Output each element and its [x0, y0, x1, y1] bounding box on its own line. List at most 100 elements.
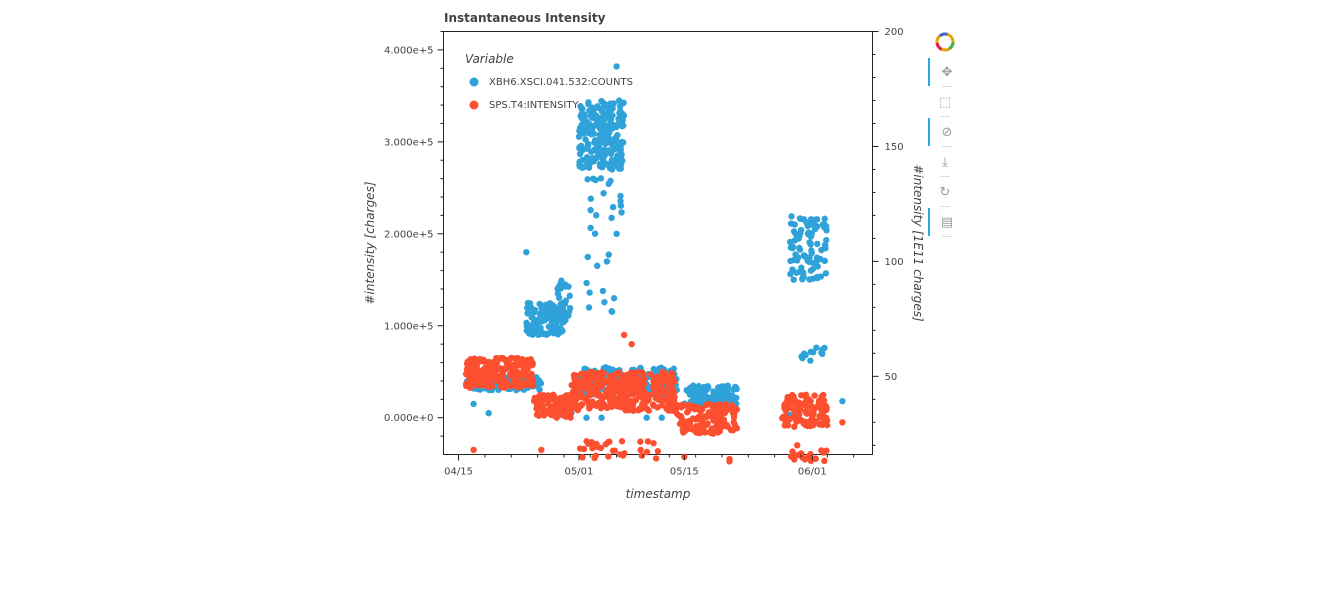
data-point [790, 276, 797, 283]
data-point [478, 382, 485, 389]
data-point [702, 402, 710, 409]
data-point [811, 392, 818, 399]
data-point [817, 273, 824, 280]
data-point [584, 140, 592, 148]
data-point [593, 122, 600, 129]
data-point [651, 387, 658, 395]
data-point [613, 230, 620, 238]
data-point [581, 365, 588, 372]
legend-title: Variable [465, 52, 514, 66]
data-point [473, 360, 481, 368]
data-point [791, 423, 798, 430]
data-point [791, 456, 798, 463]
data-point [704, 382, 711, 390]
data-point [823, 447, 830, 454]
points-layer [462, 63, 846, 465]
wheel-zoom-icon[interactable]: ⊘ [928, 118, 964, 147]
data-point [707, 401, 715, 408]
data-point [813, 418, 820, 425]
data-point [607, 372, 614, 380]
data-point [664, 398, 671, 406]
data-point [703, 413, 710, 421]
legend-entry-counts[interactable]: XBH6.XSCI.041.532:COUNTS [489, 77, 633, 88]
legend-marker-intensity [469, 100, 479, 110]
data-point [593, 402, 600, 409]
data-point [700, 427, 707, 434]
data-point [839, 397, 846, 405]
data-point [542, 408, 550, 415]
data-point [583, 279, 590, 287]
data-point [611, 398, 618, 406]
data-point [637, 446, 644, 454]
hover-icon[interactable]: ▤ [928, 208, 964, 237]
data-point [600, 190, 607, 197]
data-point [592, 452, 599, 459]
data-point [599, 119, 606, 127]
data-point [679, 401, 686, 408]
x-tick-label: 05/01 [565, 467, 594, 478]
data-point [685, 407, 692, 414]
reset-icon[interactable]: ↻ [928, 178, 962, 207]
data-point [587, 375, 595, 382]
data-point [601, 298, 608, 306]
data-point [719, 392, 726, 399]
data-point [557, 400, 565, 407]
data-point [787, 257, 794, 265]
data-point [613, 123, 620, 131]
data-point [618, 123, 626, 130]
data-point [629, 391, 637, 398]
data-point [649, 401, 657, 408]
data-point [792, 415, 799, 422]
data-point [625, 406, 632, 413]
data-point [588, 439, 595, 446]
data-point [561, 300, 569, 308]
data-point [587, 224, 594, 232]
data-point [617, 107, 624, 115]
data-point [605, 453, 612, 460]
data-point [565, 312, 572, 319]
data-point [608, 120, 615, 128]
data-point [589, 445, 596, 452]
save-icon[interactable]: ⤓ [928, 148, 962, 177]
data-point [618, 375, 626, 383]
data-point [724, 423, 731, 430]
data-point [498, 365, 505, 372]
data-point [534, 394, 541, 402]
x-axis-label: timestamp [626, 487, 691, 501]
data-point [708, 413, 715, 420]
data-point [803, 409, 810, 416]
data-point [663, 405, 670, 412]
data-point [617, 202, 625, 209]
data-point [716, 409, 724, 416]
data-point [599, 287, 607, 295]
data-point [615, 370, 622, 378]
data-point [617, 403, 624, 411]
data-point [820, 391, 827, 399]
data-point [590, 130, 598, 137]
chart-title: Instantaneous Intensity [444, 11, 606, 25]
data-point [802, 351, 809, 359]
data-point [568, 381, 575, 389]
data-point [557, 280, 564, 288]
data-point [493, 359, 501, 367]
data-point [524, 374, 531, 382]
pan-icon[interactable]: ✥ [928, 58, 964, 87]
data-point [561, 393, 568, 401]
bokeh-logo-icon[interactable] [928, 28, 962, 56]
y-tick-label: 4.000e+5 [384, 45, 434, 56]
data-point [554, 412, 561, 419]
data-point [787, 402, 794, 409]
box-zoom-icon[interactable]: ⬚ [928, 88, 962, 117]
data-point [533, 405, 540, 412]
data-point [605, 251, 612, 258]
data-point [839, 419, 846, 426]
data-point [699, 392, 706, 399]
data-point [517, 356, 524, 364]
data-point [798, 392, 805, 399]
data-point [558, 326, 565, 334]
legend-entry-intensity[interactable]: SPS.T4:INTENSITY [489, 100, 579, 111]
data-point [818, 246, 825, 254]
data-point [550, 316, 557, 323]
data-point [597, 444, 605, 452]
data-point [600, 127, 608, 134]
